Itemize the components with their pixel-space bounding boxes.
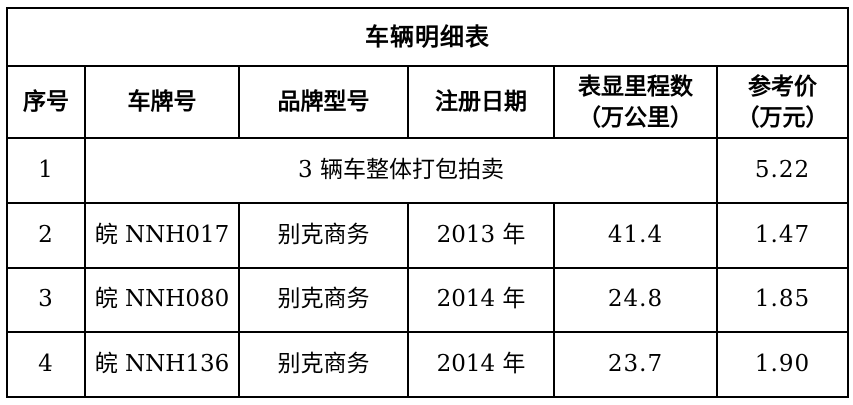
cell-registration-date: 2014 年 [407, 266, 555, 334]
cell-mileage: 41.4 [553, 201, 718, 269]
cell-serial-number: 3 [6, 266, 86, 334]
cell-reference-price: 1.90 [715, 331, 850, 398]
table-row-package: 1 3 辆车整体打包拍卖 5.22 [6, 137, 850, 204]
cell-reference-price: 1.85 [715, 266, 850, 334]
cell-package-description: 3 辆车整体打包拍卖 [84, 137, 718, 204]
column-header-mileage: 表显里程数 （万公里） [553, 64, 718, 140]
cell-mileage: 24.8 [553, 266, 718, 334]
table-title-row: 车辆明细表 [5, 7, 850, 67]
table-row: 4 皖 NNH136 别克商务 2014 年 23.7 1.90 [6, 331, 850, 398]
cell-registration-date: 2013 年 [407, 201, 555, 269]
column-header-brand-model: 品牌型号 [238, 64, 409, 140]
cell-brand-model: 别克商务 [238, 331, 409, 398]
column-header-serial-number: 序号 [6, 64, 86, 140]
cell-serial-number: 4 [6, 331, 86, 398]
cell-mileage: 23.7 [553, 331, 718, 398]
cell-serial-number: 2 [6, 201, 86, 269]
column-header-registration-date: 注册日期 [407, 64, 555, 140]
cell-registration-date: 2014 年 [407, 331, 555, 398]
cell-license-plate: 皖 NNH136 [84, 331, 240, 398]
table-title: 车辆明细表 [5, 7, 850, 67]
column-header-license-plate: 车牌号 [84, 64, 240, 140]
cell-license-plate: 皖 NNH017 [84, 201, 240, 269]
cell-license-plate: 皖 NNH080 [84, 266, 240, 334]
column-header-reference-price: 参考价 （万元） [715, 64, 850, 140]
cell-reference-price: 1.47 [715, 201, 850, 269]
vehicle-details-table-container: 车辆明细表 序号 车牌号 品牌型号 注册日期 表显里程数 （万公里） 参考价 （… [5, 7, 850, 398]
table-row: 2 皖 NNH017 别克商务 2013 年 41.4 1.47 [6, 201, 850, 269]
table-header-row: 序号 车牌号 品牌型号 注册日期 表显里程数 （万公里） 参考价 （万元） [6, 64, 850, 140]
table-row: 3 皖 NNH080 别克商务 2014 年 24.8 1.85 [6, 266, 850, 334]
vehicle-details-table: 车辆明细表 序号 车牌号 品牌型号 注册日期 表显里程数 （万公里） 参考价 （… [5, 7, 850, 398]
cell-brand-model: 别克商务 [238, 266, 409, 334]
cell-reference-price: 5.22 [715, 137, 850, 204]
cell-serial-number: 1 [6, 137, 86, 204]
cell-brand-model: 别克商务 [238, 201, 409, 269]
